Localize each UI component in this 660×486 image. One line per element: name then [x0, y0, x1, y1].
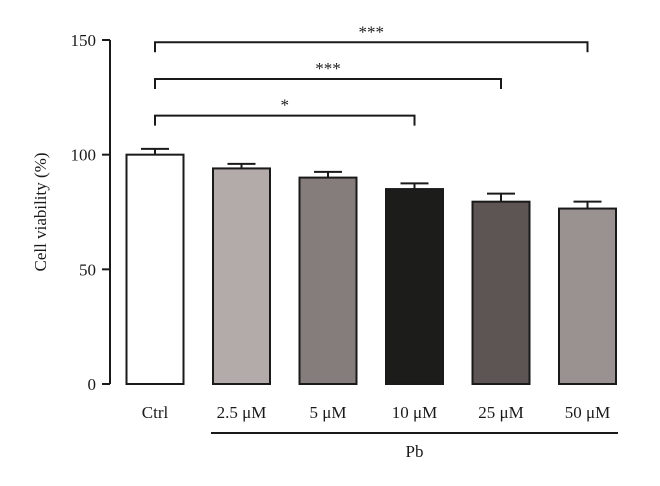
y-tick-label: 150	[71, 31, 97, 50]
significance-layer: *******	[154, 22, 589, 126]
bar	[471, 200, 531, 385]
significance-bracket	[154, 41, 589, 53]
y-axis: 0 50 100 150	[71, 31, 111, 394]
y-axis-label: Cell viability (%)	[31, 153, 50, 272]
bar	[212, 167, 271, 385]
group-label: Pb	[406, 442, 424, 461]
x-category-label: 10 μM	[392, 403, 437, 422]
significance-bracket	[154, 114, 416, 126]
significance-label: *	[281, 96, 290, 115]
bar	[298, 176, 358, 385]
significance-label: ***	[315, 59, 341, 78]
group-bracket: Pb	[211, 432, 618, 461]
bar	[125, 153, 185, 385]
x-category-label: 25 μM	[478, 403, 523, 422]
x-category-label: 2.5 μM	[217, 403, 267, 422]
y-tick-label: 100	[71, 146, 97, 165]
y-tick-label: 50	[79, 260, 96, 279]
bar	[558, 207, 617, 385]
error-bars-layer	[141, 147, 602, 209]
x-category-label: 5 μM	[310, 403, 347, 422]
y-tick-label: 0	[88, 375, 97, 394]
x-axis-labels: Ctrl 2.5 μM 5 μM 10 μM 25 μM 50 μM	[142, 403, 610, 422]
bars-layer	[125, 153, 617, 385]
bar	[385, 188, 444, 385]
x-category-label: 50 μM	[565, 403, 610, 422]
significance-label: ***	[359, 22, 385, 41]
x-category-label: Ctrl	[142, 403, 169, 422]
significance-bracket	[154, 77, 502, 89]
